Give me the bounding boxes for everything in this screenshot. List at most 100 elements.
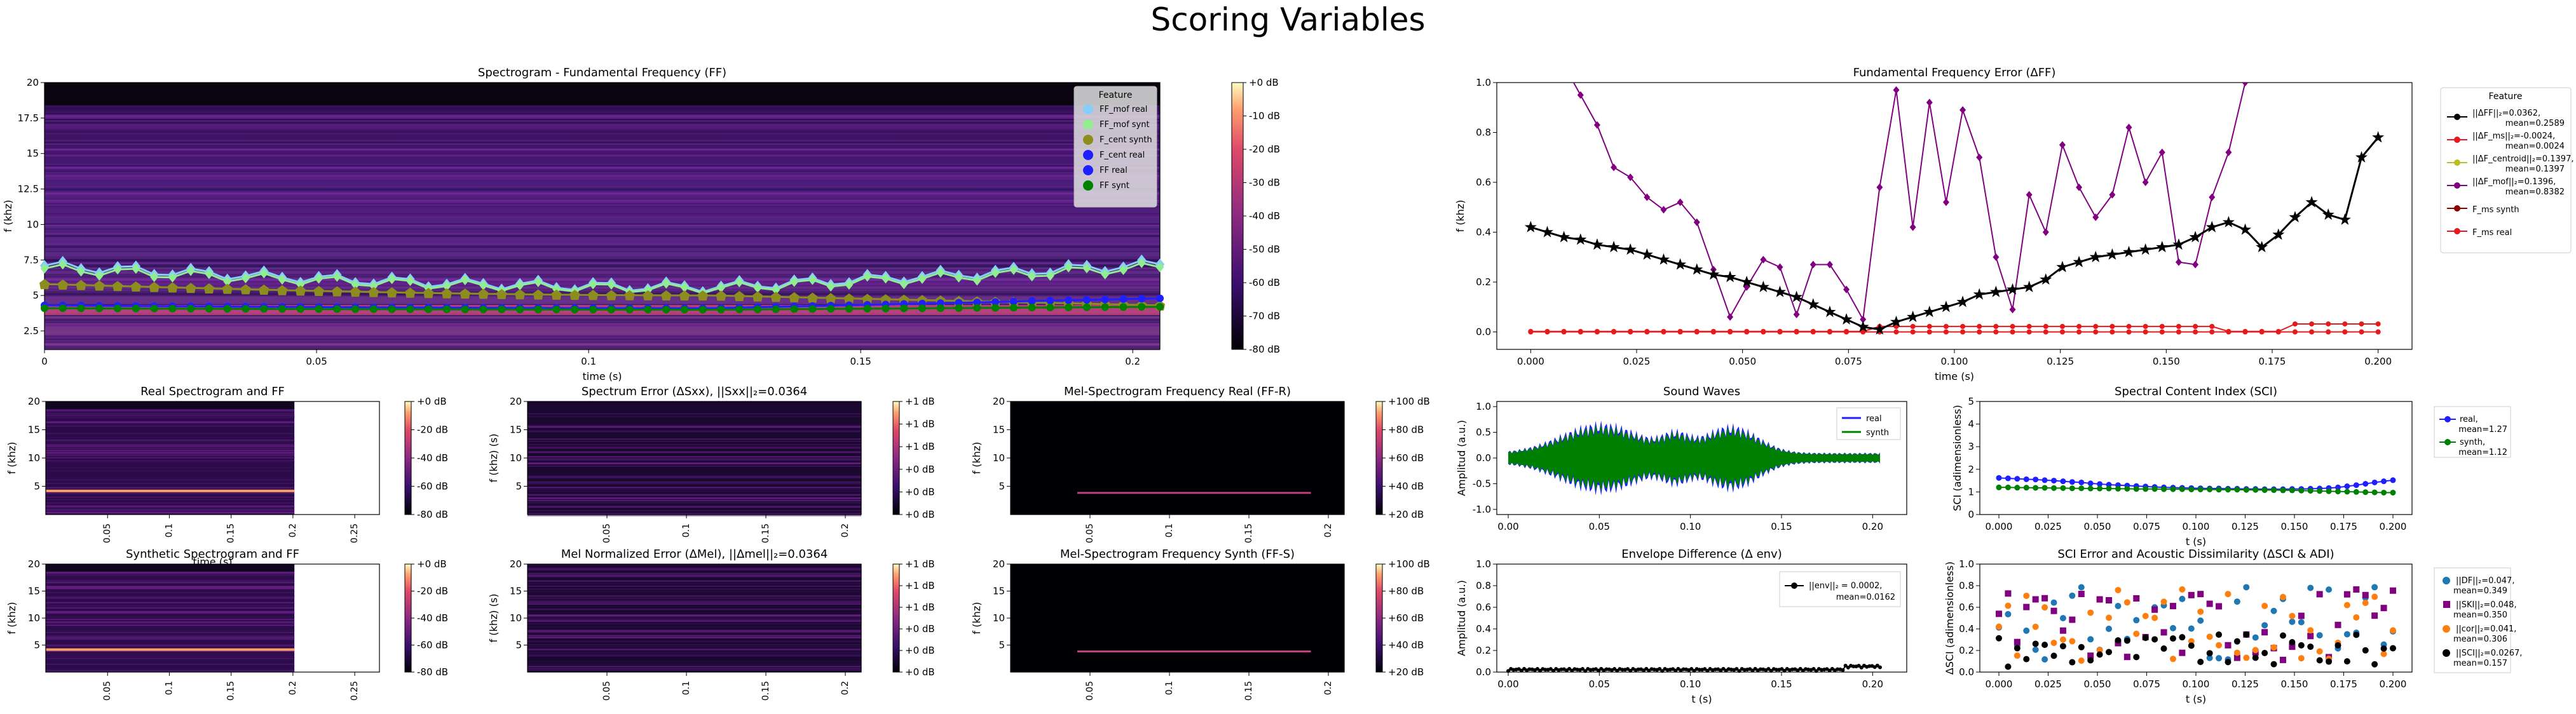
spectrogram-band bbox=[528, 441, 861, 442]
x-tick-label: 0.2 bbox=[840, 681, 850, 695]
spectrogram-band bbox=[44, 276, 1160, 278]
data-point bbox=[41, 304, 48, 313]
x-tick-label: 0.2 bbox=[1323, 681, 1333, 695]
spectrogram-band bbox=[44, 105, 1160, 107]
spectrogram-band bbox=[46, 657, 295, 659]
data-point bbox=[2326, 329, 2331, 335]
data-point bbox=[2289, 487, 2295, 494]
spectrogram-band bbox=[528, 617, 861, 619]
data-point bbox=[2133, 595, 2140, 602]
data-point bbox=[1551, 668, 1556, 673]
data-point bbox=[790, 276, 798, 287]
spectrogram-band bbox=[46, 607, 295, 609]
waveform bbox=[1508, 424, 1880, 492]
spectrogram-band bbox=[44, 250, 1160, 252]
colorbar-label: -80 dB bbox=[1249, 344, 1280, 355]
data-point bbox=[1826, 260, 1833, 269]
y-tick-label: 1.0 bbox=[1476, 77, 1491, 88]
data-point bbox=[2014, 485, 2021, 491]
data-point bbox=[1138, 295, 1146, 303]
y-tick-label: 0.0 bbox=[1476, 666, 1491, 678]
spectrogram-band bbox=[528, 574, 861, 576]
data-point bbox=[772, 305, 780, 313]
spectrogram-band bbox=[528, 595, 861, 597]
data-point bbox=[1859, 665, 1864, 670]
spectrogram-band bbox=[528, 661, 861, 663]
colorbar-label: +20 dB bbox=[1388, 666, 1424, 678]
y-tick-label: 1.0 bbox=[1959, 558, 1974, 570]
spectrogram-band bbox=[44, 249, 1160, 250]
data-point bbox=[58, 259, 67, 270]
spectrogram-band bbox=[528, 483, 861, 485]
spectrogram-band bbox=[46, 454, 295, 456]
y-tick-label: -0.5 bbox=[1473, 478, 1491, 489]
data-point bbox=[2307, 643, 2314, 650]
data-point bbox=[1878, 665, 1882, 670]
data-point bbox=[2226, 329, 2232, 335]
data-point bbox=[1996, 635, 2002, 642]
data-point bbox=[186, 266, 195, 276]
data-point bbox=[2172, 238, 2185, 250]
spectrogram-band bbox=[528, 668, 861, 670]
data-point bbox=[1155, 262, 1164, 273]
y-tick-label: 0.0 bbox=[1476, 452, 1491, 464]
y-tick-label: 5 bbox=[1968, 396, 1974, 407]
spectrogram-band bbox=[1077, 492, 1311, 494]
data-point bbox=[259, 268, 268, 279]
spectrogram-band bbox=[528, 426, 861, 428]
spectrogram-band bbox=[44, 232, 1160, 235]
y-tick-label: 2.5 bbox=[24, 325, 39, 337]
legend-entry: FF synt bbox=[1100, 181, 1129, 191]
data-point bbox=[1996, 484, 2002, 490]
data-point bbox=[2041, 656, 2048, 663]
data-point bbox=[589, 306, 597, 314]
plot-area bbox=[1572, 83, 2249, 323]
spectrogram-band bbox=[528, 476, 861, 479]
x-tick-label: 0.200 bbox=[2364, 356, 2392, 367]
data-point bbox=[1734, 667, 1739, 671]
legend-entry: FF_mof synt bbox=[1100, 120, 1150, 130]
data-point bbox=[1910, 323, 1916, 329]
spectrogram-band bbox=[44, 133, 1160, 135]
data-point bbox=[2069, 659, 2076, 666]
spectrogram-band bbox=[46, 571, 295, 574]
data-point bbox=[39, 279, 50, 290]
spectrogram-band bbox=[528, 424, 861, 426]
x-tick-label: 0 bbox=[41, 356, 48, 367]
colorbar-label: +1 dB bbox=[905, 558, 935, 570]
data-point bbox=[2380, 605, 2387, 612]
data-point bbox=[2043, 329, 2048, 335]
spectrogram-band bbox=[528, 614, 861, 616]
data-point bbox=[973, 298, 981, 306]
data-point bbox=[2151, 636, 2158, 643]
legend-marker bbox=[1083, 135, 1093, 145]
data-point bbox=[1661, 329, 1666, 335]
data-point bbox=[2123, 654, 2130, 661]
spectrogram-band bbox=[44, 262, 1160, 264]
spectrogram-band bbox=[44, 201, 1160, 204]
y-tick-label: 0.0 bbox=[1476, 327, 1491, 338]
spectrogram-band bbox=[46, 511, 295, 514]
data-point bbox=[680, 282, 689, 293]
data-point bbox=[2151, 614, 2158, 621]
spectrogram-band bbox=[46, 447, 295, 448]
legend-entry: F_cent real bbox=[1100, 151, 1145, 160]
data-point bbox=[2209, 323, 2215, 329]
data-point bbox=[772, 285, 780, 295]
data-point bbox=[296, 305, 304, 313]
spectrogram-band bbox=[44, 264, 1160, 267]
data-point bbox=[167, 282, 178, 293]
colorbar-label: -20 dB bbox=[417, 586, 448, 597]
data-point bbox=[2193, 323, 2198, 329]
data-point bbox=[2179, 634, 2186, 641]
data-point bbox=[1574, 233, 1587, 245]
data-point bbox=[1996, 475, 2002, 481]
data-point bbox=[2023, 476, 2029, 482]
colorbar-label: +60 dB bbox=[1388, 452, 1424, 464]
spectrogram-band bbox=[46, 604, 295, 605]
data-point bbox=[1843, 285, 1850, 293]
data-point bbox=[2292, 321, 2298, 327]
spectrogram-band bbox=[46, 450, 295, 452]
y-tick-label: 0.8 bbox=[1476, 580, 1491, 591]
chart-title: Sound Waves bbox=[1663, 385, 1740, 398]
